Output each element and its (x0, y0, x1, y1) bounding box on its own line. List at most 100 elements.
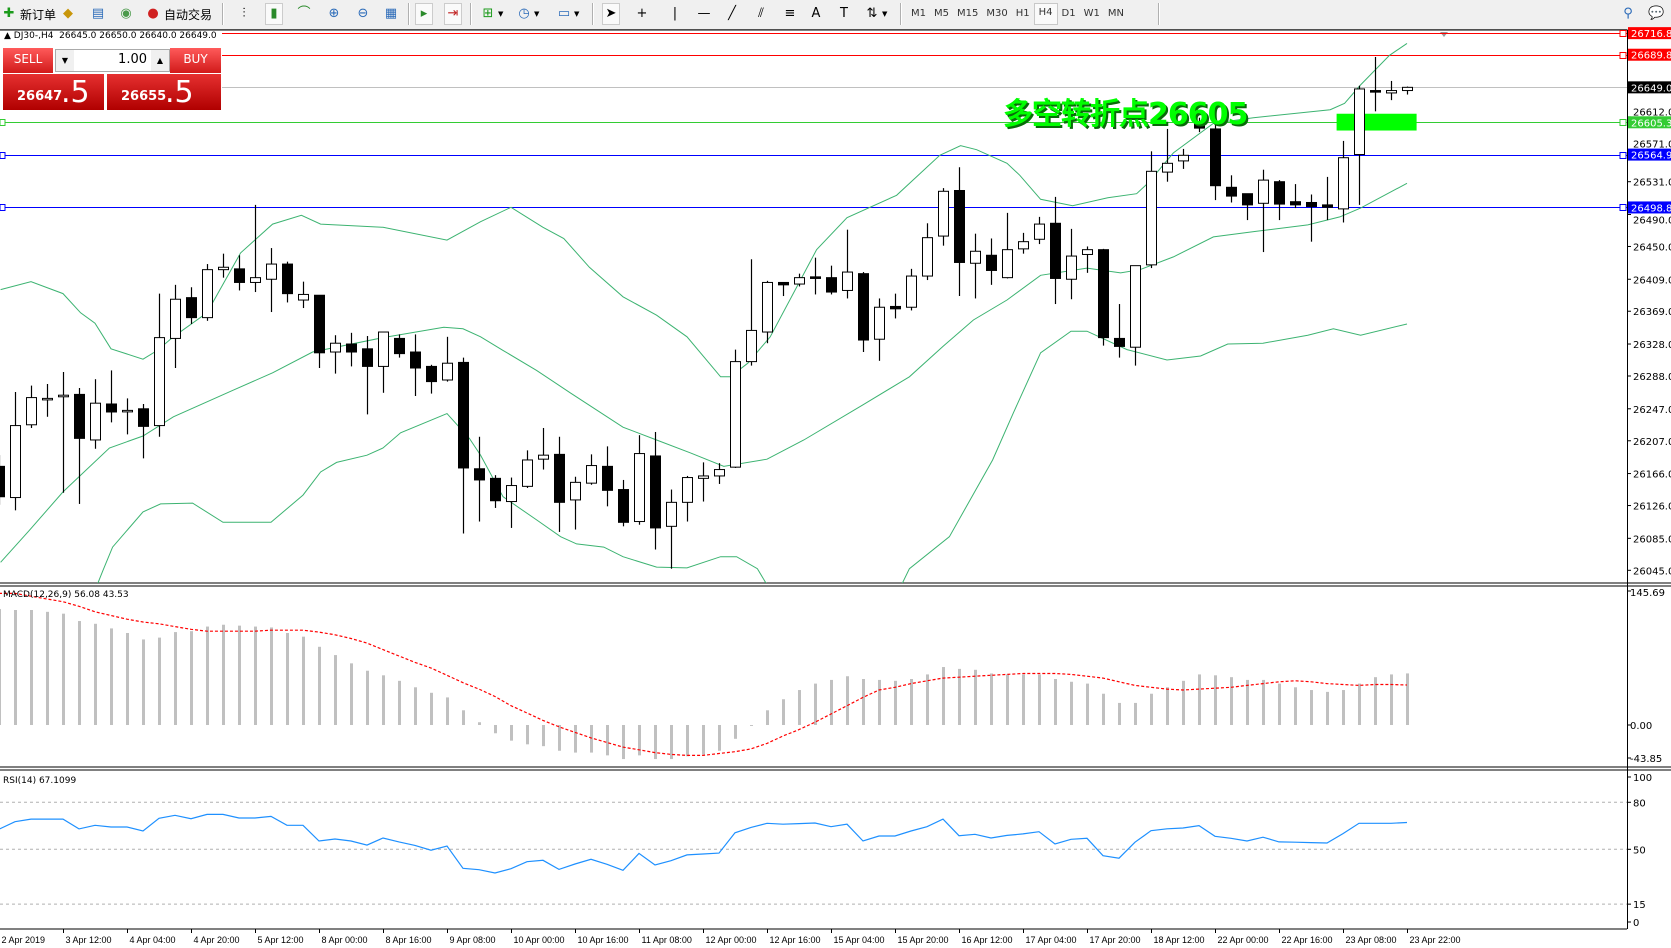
period-w1[interactable]: W1 (1083, 8, 1100, 19)
candle (442, 336, 453, 382)
bear-candle-body (1274, 181, 1285, 205)
macd-signal-line (0, 592, 1408, 757)
template-icon: ▭ (557, 6, 571, 21)
fibonacci-tool[interactable]: ≡ (782, 4, 798, 24)
periods-dropdown[interactable]: ◷ ▼ (516, 4, 539, 24)
macd-histogram-bar (14, 610, 17, 725)
sell-price-button[interactable]: 26647 .5 (3, 74, 104, 110)
bull-candle-body (26, 397, 37, 426)
time-axis-label: 9 Apr 08:00 (450, 935, 496, 945)
bear-candle-body (106, 403, 117, 413)
macd-histogram-bar (1390, 674, 1393, 725)
candle (202, 264, 213, 321)
gold-bar-icon: ◆ (63, 6, 73, 21)
candle (714, 463, 725, 484)
search-button[interactable]: ⚲ (1620, 4, 1636, 24)
period-d1[interactable]: D1 (1061, 8, 1076, 19)
macd-histogram-bar (942, 667, 945, 725)
candle (1114, 304, 1125, 358)
price-tick-label: 26207.0 (1633, 437, 1671, 448)
zoom-in-button[interactable]: ⊕ (326, 4, 342, 24)
crosshair-tool[interactable]: + (634, 4, 650, 24)
sell-button[interactable]: SELL (3, 48, 53, 73)
period-m30[interactable]: M30 (986, 8, 1008, 19)
new-order-icon: ✚ (3, 6, 15, 21)
tile-windows-button[interactable]: ▦ (383, 4, 399, 24)
bull-candle-body (1002, 249, 1013, 279)
new-order-button[interactable]: ✚ 新订单 (1, 4, 56, 24)
candle (1066, 228, 1077, 300)
bear-candle-body (474, 468, 485, 481)
cursor-tool[interactable]: ➤ (602, 3, 620, 25)
candle (250, 204, 261, 293)
channel-tool[interactable]: ⫽ (753, 4, 769, 24)
candle (1274, 180, 1285, 221)
period-mn[interactable]: MN (1107, 8, 1124, 19)
macd-histogram-bar (926, 674, 929, 725)
signals-button[interactable]: ◉ (118, 4, 134, 24)
lot-size-input[interactable]: ▼ 1.00 ▲ (55, 49, 170, 72)
period-m1[interactable]: M1 (911, 8, 926, 19)
candlestick-chart-button[interactable]: ▮ (265, 3, 283, 25)
candle (42, 383, 53, 417)
macd-histogram-bar (974, 669, 977, 725)
time-axis-label: 4 Apr 20:00 (194, 935, 240, 945)
indicators-dropdown[interactable]: ⊞ ▼ (480, 4, 504, 24)
level-handle (0, 119, 6, 126)
bear-candle-body (618, 489, 629, 523)
macd-histogram-bar (46, 611, 49, 725)
chart-shift-button[interactable]: ⇥ (444, 3, 462, 25)
lot-decrease-button[interactable]: ▼ (56, 50, 74, 71)
buy-button[interactable]: BUY (170, 48, 221, 73)
vertical-line-tool[interactable]: | (667, 4, 683, 24)
bull-candle-body (570, 481, 581, 501)
period-buttons: M1 M5 M15 M30 H1 H4 D1 W1 MN (907, 3, 1128, 25)
zoom-out-button[interactable]: ⊖ (355, 4, 371, 24)
candle (394, 334, 405, 358)
bear-candle-body (602, 465, 613, 491)
lot-increase-button[interactable]: ▲ (151, 50, 169, 71)
line-chart-button[interactable]: ⌒ (296, 4, 312, 24)
bear-candle-body (858, 273, 869, 341)
bar-chart-button[interactable]: ⫶ (236, 4, 252, 24)
bear-candle-body (234, 268, 245, 283)
templates-dropdown[interactable]: ▭ ▼ (556, 4, 580, 24)
chevron-down-icon: ▼ (498, 10, 504, 18)
macd-axis-label: 0.00 (1630, 721, 1652, 732)
horizontal-line-icon: — (697, 6, 711, 21)
bear-candle-body (890, 305, 901, 310)
label-tool[interactable]: T (836, 4, 852, 24)
macd-histogram-bar (798, 690, 801, 725)
bull-candle-body (298, 293, 309, 301)
horizontal-line-tool[interactable]: — (696, 4, 712, 24)
macd-histogram-bar (174, 632, 177, 725)
macd-histogram-bar (382, 675, 385, 725)
macd-histogram-bar (1070, 681, 1073, 725)
chat-button[interactable]: 💬 (1648, 4, 1664, 24)
text-tool[interactable]: A (808, 4, 824, 24)
period-m15[interactable]: M15 (957, 8, 979, 19)
lot-value: 1.00 (118, 52, 147, 67)
arrows-dropdown[interactable]: ⇅ ▼ (864, 4, 888, 24)
turning-point-annotation[interactable]: 多空转折点26605 (1003, 97, 1248, 132)
candle (1402, 86, 1413, 95)
navigator-button[interactable]: ▤ (90, 4, 106, 24)
macd-histogram-bar (510, 725, 513, 741)
bull-candle-body (170, 298, 181, 339)
auto-trading-button[interactable]: ● 自动交易 (145, 4, 212, 24)
candle (426, 364, 437, 394)
level-handle (1619, 152, 1627, 159)
trendline-tool[interactable]: ╱ (724, 4, 740, 24)
buy-price-button[interactable]: 26655 .5 (107, 74, 221, 110)
auto-scroll-button[interactable]: ▸ (415, 3, 433, 25)
bull-candle-body (1130, 265, 1141, 348)
period-m5[interactable]: M5 (934, 8, 949, 19)
candle (1226, 175, 1237, 203)
macd-histogram-bar (158, 637, 161, 725)
macd-histogram-bar (750, 725, 753, 726)
period-h1[interactable]: H1 (1015, 8, 1030, 19)
candle (1290, 184, 1301, 209)
market-watch-button[interactable]: ◆ (60, 4, 76, 24)
period-h4[interactable]: H4 (1033, 3, 1058, 25)
